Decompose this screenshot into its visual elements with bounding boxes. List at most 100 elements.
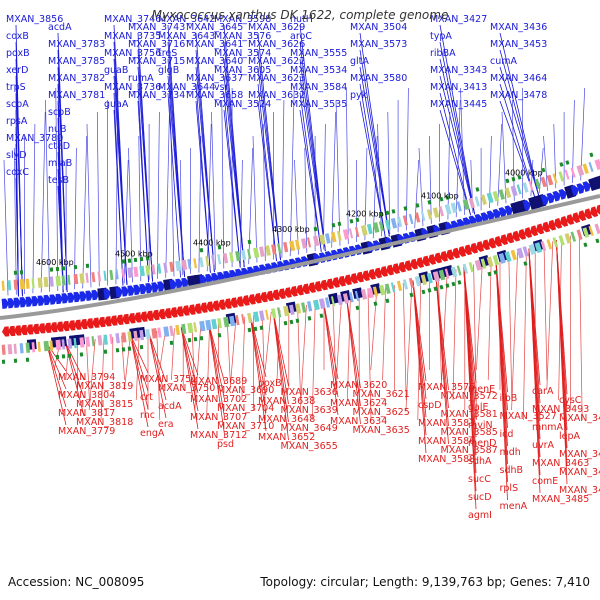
gene-label-bottom: cspD — [418, 400, 442, 411]
feature-band — [25, 278, 30, 289]
feature-band — [43, 340, 50, 352]
feature-band — [306, 237, 312, 248]
feature-band — [139, 329, 145, 341]
feature-band — [468, 197, 475, 209]
connector-line-bottom — [405, 280, 413, 411]
connector-line-bottom — [402, 282, 407, 401]
feature-band — [378, 284, 386, 296]
connector-line-bottom — [347, 295, 351, 401]
accession-text: Accession: NC_008095 — [8, 575, 145, 589]
gene-label-bottom: MXAN_3472 — [559, 485, 600, 496]
feature-band — [534, 178, 541, 190]
rna-mark — [403, 206, 408, 211]
gene-label-top: MXAN_3555 — [290, 48, 347, 59]
feature-band — [504, 251, 512, 263]
gene-label-top: MXAN_3643 — [158, 31, 215, 42]
feature-band — [516, 184, 522, 195]
rna-mark — [247, 239, 252, 245]
connector-line-top — [45, 99, 50, 292]
gene-arrow-reverse — [44, 322, 52, 333]
connector-line-top — [252, 135, 258, 263]
feature-band — [438, 269, 446, 281]
feature-band — [277, 307, 282, 318]
gene-arrow-reverse — [578, 210, 587, 222]
connector-line-bottom — [208, 322, 226, 439]
feature-band — [516, 247, 524, 259]
gene-label-bottom: MXAN_3815 — [76, 399, 133, 410]
gene-arrow-reverse — [242, 295, 250, 306]
feature-band — [324, 297, 331, 308]
connector-line-bottom — [180, 327, 199, 376]
gene-label-top: xerD — [6, 65, 28, 76]
feature-band — [300, 238, 308, 249]
connector-line-bottom — [226, 319, 231, 381]
feature-band — [390, 217, 398, 229]
gene-arrow-forward — [91, 289, 99, 301]
gene-arrow-forward — [115, 286, 123, 298]
gene-label-bottom: MXAN_3689 — [190, 376, 247, 387]
gene-arrow-forward — [546, 192, 555, 204]
rna-mark — [127, 258, 132, 263]
gene-label-bottom: MXAN_3587 — [441, 445, 498, 456]
feature-band — [402, 279, 409, 290]
connector-line-bottom — [88, 338, 96, 411]
feature-band — [187, 258, 192, 270]
gene-arrow-reverse — [500, 234, 509, 245]
gene-arrow-reverse — [38, 323, 46, 334]
gene-label-bottom: MXAN_3804 — [58, 390, 115, 401]
feature-band — [295, 239, 301, 250]
connector-line-bottom — [272, 311, 289, 405]
gene-label-top: MXAN_3736 — [104, 82, 161, 93]
rna-mark — [133, 257, 138, 263]
rna-mark — [511, 176, 516, 182]
gene-arrow-reverse — [278, 288, 286, 299]
gene-arrow-forward — [133, 284, 141, 296]
connector-line-top — [137, 66, 153, 282]
connector-line-top — [240, 159, 243, 266]
feature-band — [157, 263, 162, 274]
gene-arrow-reverse — [374, 267, 382, 279]
feature-band — [588, 161, 594, 173]
feature-band — [558, 235, 565, 246]
connector-line-bottom — [180, 327, 199, 430]
gene-label-bottom: engA — [140, 428, 165, 439]
gene-label-top: MXAN_3622 — [248, 56, 305, 67]
gene-label-top: MXAN_3629 — [248, 22, 305, 33]
gene-arrow-reverse — [8, 325, 16, 337]
gene-arrow-reverse — [590, 206, 599, 218]
gene-label-bottom: ilbB — [500, 393, 518, 404]
connector-line-top — [359, 32, 390, 237]
connector-line-bottom — [148, 332, 167, 401]
feature-band — [67, 274, 71, 285]
feature-band — [462, 263, 469, 274]
gene-label-top: scpB — [48, 107, 71, 118]
gene-arrow-reverse — [158, 308, 166, 320]
connector-line-top — [455, 99, 461, 218]
gene-arrow-reverse — [272, 289, 280, 301]
gene-label-top: nuB — [48, 124, 67, 135]
feature-band — [336, 294, 343, 306]
gene-arrow-forward — [19, 297, 27, 308]
gene-label-top: MXAN_3504 — [350, 22, 407, 33]
rna-mark — [199, 247, 204, 253]
feature-band — [289, 240, 296, 252]
rna-mark — [61, 266, 66, 271]
feature-band — [444, 268, 450, 279]
feature-band — [85, 336, 91, 347]
feature-band — [324, 233, 331, 244]
gene-label-top: MXAN_3445 — [430, 99, 487, 110]
connector-line-top — [115, 87, 119, 285]
connector-line-bottom — [171, 328, 175, 381]
connector-line-top — [414, 159, 420, 229]
rna-mark — [55, 354, 60, 360]
feature-band — [139, 265, 145, 277]
connector-line-bottom — [206, 322, 210, 421]
gene-label-bottom: menA — [500, 501, 528, 512]
feature-band — [121, 332, 127, 343]
gene-label-top: MXAN_3644 — [158, 82, 215, 93]
feature-band — [37, 277, 43, 288]
gene-label-top: MXAN_3640 — [186, 56, 243, 67]
rna-mark — [589, 152, 594, 158]
rna-mark — [505, 178, 510, 184]
